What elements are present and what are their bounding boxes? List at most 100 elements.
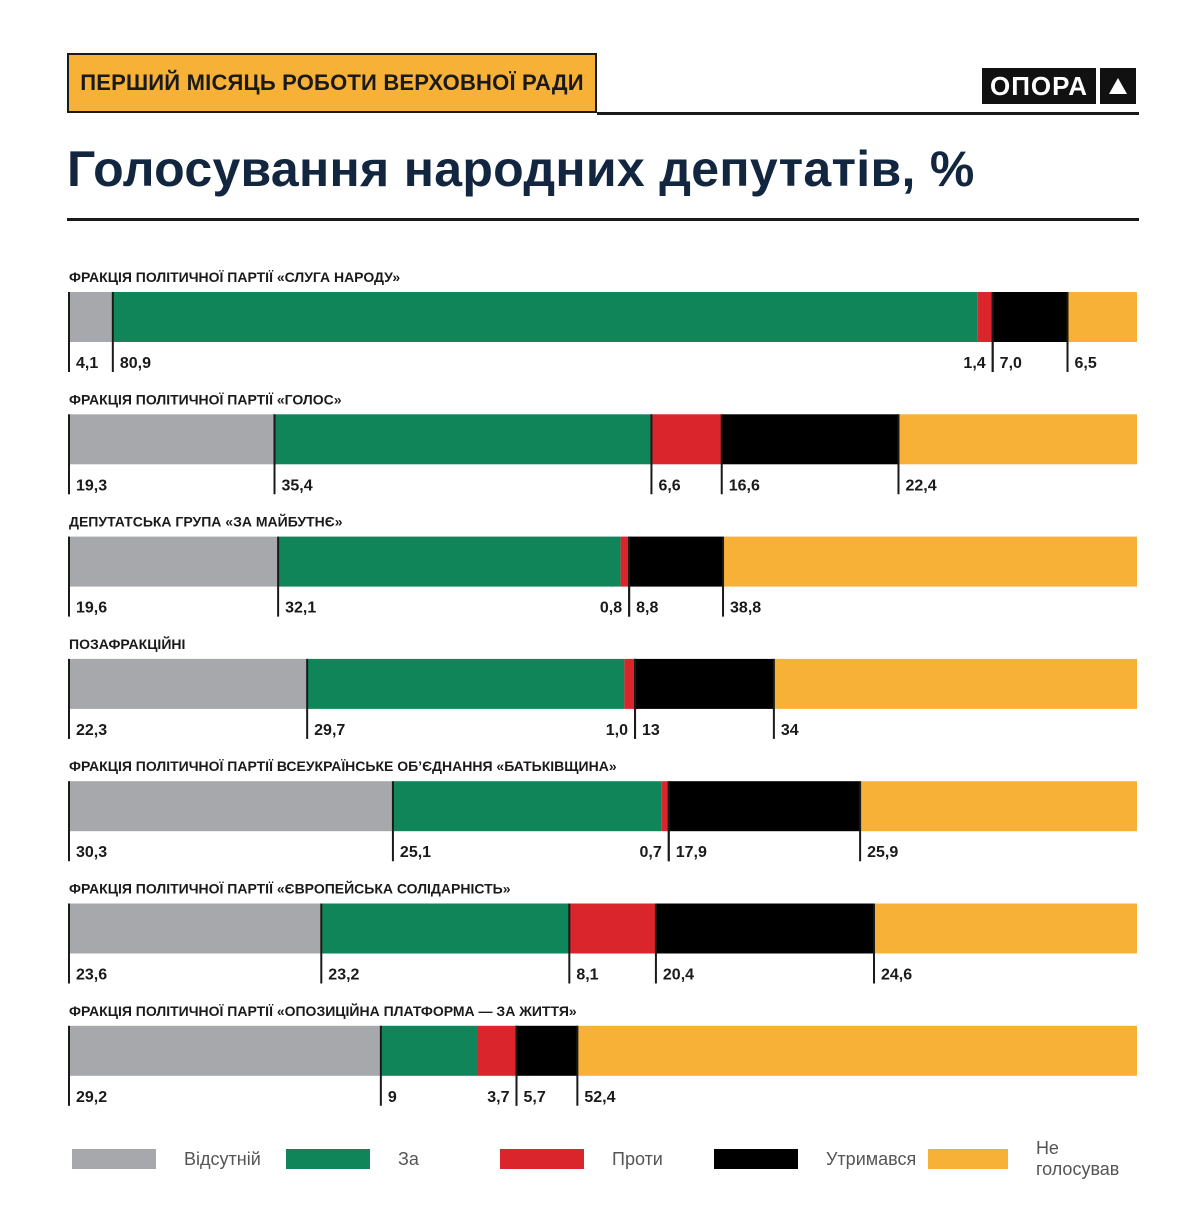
bar-segment-for	[380, 1025, 477, 1076]
legend-item-abstained: Утримався	[714, 1138, 928, 1180]
data-label: 23,6	[76, 967, 107, 984]
data-label: 24,6	[881, 967, 912, 984]
data-label: 22,4	[905, 477, 936, 494]
data-label: 6,5	[1075, 355, 1097, 372]
bar-segment-against	[651, 414, 722, 465]
chart-title: Голосування народних депутатів, %	[67, 141, 975, 197]
bar-row: ФРАКЦІЯ ПОЛІТИЧНОЇ ПАРТІЇ ВСЕУКРАЇНСЬКЕ …	[68, 758, 1137, 862]
bar-segment-not-voted	[860, 781, 1137, 832]
bar-segment-not-voted	[723, 536, 1137, 587]
bar-segment-not-voted	[773, 658, 1137, 709]
legend-item-absent: Відсутній	[72, 1138, 286, 1180]
bar-row: ДЕПУТАТСЬКА ГРУПА «ЗА МАЙБУТНЄ» 19,6 32,1 0…	[68, 513, 1137, 617]
title-rule	[67, 218, 1139, 221]
bar-segment-abstained	[516, 1025, 578, 1076]
bar-segment-against	[620, 536, 630, 587]
bar-segment-absent	[69, 1025, 381, 1076]
bar-segment-abstained	[721, 414, 899, 465]
data-label: 23,2	[328, 967, 359, 984]
bar-segment-abstained	[992, 292, 1068, 342]
data-label: 52,4	[584, 1089, 615, 1106]
data-label: 30,3	[76, 844, 107, 861]
data-label: 3,7	[487, 1089, 509, 1106]
bar-segment-against	[476, 1025, 517, 1076]
header-rule	[597, 112, 1139, 115]
bar-segment-against	[977, 292, 993, 342]
data-label: 25,9	[867, 844, 898, 861]
bar-segment-abstained	[668, 781, 861, 832]
bar-row: ПОЗАФРАКЦІЙНІ 22,3 29,7 1,0 13 34	[68, 635, 1137, 739]
legend-label: За	[398, 1148, 419, 1169]
bar-segment-not-voted	[898, 414, 1137, 465]
bar-row: ФРАКЦІЯ ПОЛІТИЧНОЇ ПАРТІЇ «СЛУГА НАРОДУ»…	[68, 269, 1137, 372]
legend-label: Відсутній	[184, 1148, 261, 1169]
category-label: ФРАКЦІЯ ПОЛІТИЧНОЇ ПАРТІЇ «ЄВРОПЕЙСЬКА С…	[69, 880, 511, 897]
header-badge: ПЕРШИЙ МІСЯЦЬ РОБОТИ ВЕРХОВНОЇ РАДИ	[67, 53, 597, 113]
bar-segment-not-voted	[577, 1025, 1137, 1076]
bar-segment-not-voted	[874, 903, 1137, 954]
bar-row: ФРАКЦІЯ ПОЛІТИЧНОЇ ПАРТІЇ «ГОЛОС» 19,3 35,…	[68, 391, 1137, 495]
data-label: 34	[781, 722, 799, 739]
bar-segment-abstained	[655, 903, 875, 954]
legend-swatch	[714, 1149, 798, 1169]
bar-segment-absent	[69, 536, 279, 587]
data-label: 29,2	[76, 1089, 107, 1106]
badge-text: ПЕРШИЙ МІСЯЦЬ РОБОТИ ВЕРХОВНОЇ РАДИ	[80, 70, 584, 95]
data-label: 4,1	[76, 355, 98, 372]
bar-segment-for	[392, 781, 662, 832]
triangle-up-icon	[1099, 68, 1136, 104]
data-label: 8,1	[576, 967, 598, 984]
bar-segment-abstained	[635, 658, 774, 709]
data-label: 32,1	[285, 600, 316, 617]
data-label: 29,7	[314, 722, 345, 739]
data-label: 35,4	[282, 477, 313, 494]
bar-segment-for	[274, 414, 652, 465]
data-label: 1,4	[963, 355, 985, 372]
stacked-bar-chart: ФРАКЦІЯ ПОЛІТИЧНОЇ ПАРТІЇ «СЛУГА НАРОДУ»…	[68, 269, 1137, 1106]
data-label: 38,8	[730, 600, 761, 617]
data-label: 19,3	[76, 477, 107, 494]
opora-logo: ОПОРА	[982, 68, 1136, 104]
data-label: 22,3	[76, 722, 107, 739]
legend-label: Не голосував	[1035, 1138, 1120, 1179]
data-label: 6,6	[658, 477, 680, 494]
data-label: 17,9	[676, 844, 707, 861]
category-label: ДЕПУТАТСЬКА ГРУПА «ЗА МАЙБУТНЄ»	[69, 513, 343, 530]
data-label: 8,8	[636, 600, 658, 617]
category-label: ФРАКЦІЯ ПОЛІТИЧНОЇ ПАРТІЇ «СЛУГА НАРОДУ»	[69, 269, 400, 285]
bar-row: ФРАКЦІЯ ПОЛІТИЧНОЇ ПАРТІЇ «ЄВРОПЕЙСЬКА С…	[68, 880, 1137, 984]
legend-label: Проти	[612, 1148, 663, 1169]
data-label: 13	[642, 722, 660, 739]
legend-swatch	[72, 1149, 156, 1169]
bar-segment-against	[569, 903, 656, 954]
legend-swatch	[928, 1149, 1008, 1169]
bar-segment-against	[624, 658, 636, 709]
legend-swatch	[286, 1149, 370, 1169]
data-label: 80,9	[120, 355, 151, 372]
bar-segment-absent	[69, 292, 113, 342]
data-label: 19,6	[76, 600, 107, 617]
legend-item-for: За	[286, 1138, 500, 1180]
category-label: ПОЗАФРАКЦІЙНІ	[69, 635, 185, 652]
data-label: 0,7	[639, 844, 661, 861]
legend-item-against: Проти	[500, 1138, 714, 1180]
bar-segment-for	[112, 292, 978, 342]
data-label: 25,1	[400, 844, 431, 861]
category-label: ФРАКЦІЯ ПОЛІТИЧНОЇ ПАРТІЇ «ГОЛОС»	[69, 391, 342, 407]
category-label: ФРАКЦІЯ ПОЛІТИЧНОЇ ПАРТІЇ «ОПОЗИЦІЙНА ПЛ…	[69, 1002, 577, 1019]
bar-segment-absent	[69, 658, 308, 709]
data-label: 9	[388, 1089, 397, 1106]
legend-item-not-voted: Не голосував	[928, 1138, 1142, 1180]
bar-segment-for	[321, 903, 570, 954]
data-label: 5,7	[523, 1089, 545, 1106]
bar-row: ФРАКЦІЯ ПОЛІТИЧНОЇ ПАРТІЇ «ОПОЗИЦІЙНА ПЛ…	[68, 1002, 1137, 1106]
data-label: 7,0	[1000, 355, 1022, 372]
data-label: 0,8	[600, 600, 622, 617]
bar-segment-absent	[69, 414, 275, 465]
data-label: 1,0	[606, 722, 628, 739]
legend-swatch	[500, 1149, 584, 1169]
bar-segment-not-voted	[1067, 292, 1137, 342]
bar-segment-absent	[69, 903, 322, 954]
bar-segment-for	[307, 658, 625, 709]
bar-segment-against	[661, 781, 669, 832]
